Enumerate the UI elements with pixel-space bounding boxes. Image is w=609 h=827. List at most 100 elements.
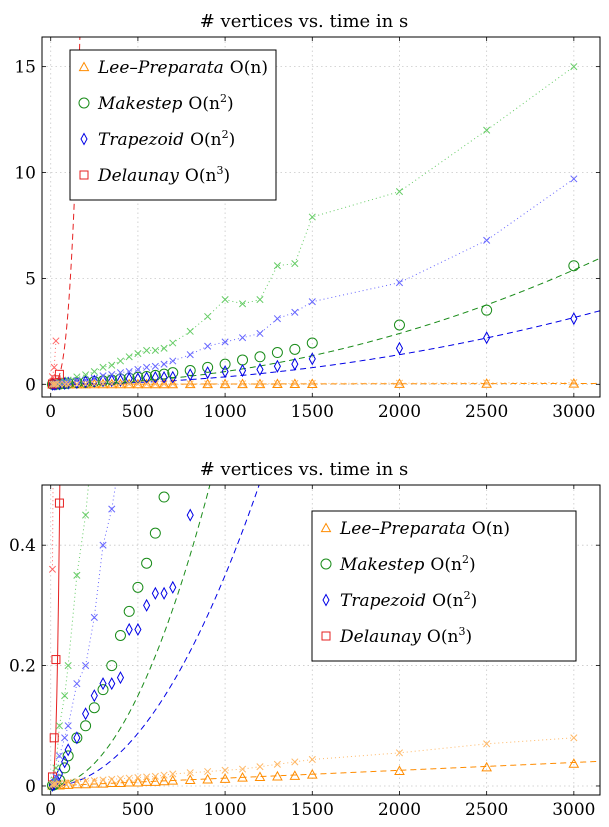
makestep-legend-label: Makestep O(n2) (339, 553, 476, 575)
lee-triangle-marker (123, 378, 135, 389)
cross-stroke (186, 380, 194, 388)
cross-stroke (99, 541, 107, 549)
trapezoid-diamond-marker (204, 366, 212, 380)
cross-stroke (570, 63, 578, 71)
cross-stroke (55, 722, 63, 730)
x-tick-label: 500 (122, 800, 154, 820)
lee-legend-label: Lee–Preparata O(n) (97, 58, 268, 78)
trapezoid-diamond-marker (395, 341, 404, 355)
cross-stroke (238, 765, 247, 773)
lee-cross-marker (64, 380, 72, 388)
cross-stroke (308, 213, 316, 221)
cross-stroke (134, 773, 142, 782)
cross-stroke (308, 755, 316, 764)
makestep-cross-marker (238, 300, 247, 308)
trapezoid-cross-marker (73, 680, 81, 688)
cross-stroke (143, 363, 151, 371)
lee-cross-marker (160, 771, 168, 779)
delaunay-cross-line (51, 485, 54, 570)
trapezoid-diamond-marker (64, 743, 72, 757)
trapezoid-cross-marker (61, 734, 69, 742)
makestep-circle-marker (237, 354, 249, 366)
x-tick-label: 500 (122, 402, 154, 422)
cross-stroke (125, 368, 133, 376)
top-chart-title: # vertices vs. time in s (200, 11, 409, 32)
lee-cross-marker (186, 769, 194, 777)
cross-stroke (82, 380, 90, 388)
y-tick-label: 5 (25, 269, 36, 289)
lee-triangle-marker (106, 378, 118, 389)
cross-stroke (395, 188, 404, 196)
x-tick-label: 1500 (291, 800, 334, 820)
lee-triangle-marker (158, 378, 170, 389)
lee-cross-marker (308, 379, 316, 387)
cross-stroke (116, 357, 125, 365)
lee-cross-marker (169, 380, 177, 388)
trapezoid-diamond-marker (186, 368, 194, 382)
makestep-circle-marker (97, 684, 109, 696)
x-tick-label: 1500 (291, 402, 334, 422)
x-tick-label: 2000 (378, 402, 421, 422)
cross-stroke (108, 775, 116, 783)
trapezoid-diamond-marker (256, 362, 264, 377)
x-tick-label: 3000 (552, 402, 595, 422)
lee-triangle-marker (237, 772, 248, 782)
cross-stroke (99, 372, 107, 380)
lee-cross-marker (52, 380, 60, 388)
lee-cross-marker (125, 380, 133, 388)
cross-stroke (108, 505, 116, 513)
trapezoid-diamond-marker (116, 671, 125, 685)
cross-stroke (395, 379, 404, 387)
cross-stroke (186, 327, 194, 335)
y-tick-label: 0 (25, 375, 36, 395)
cross-stroke (483, 126, 491, 134)
cross-stroke (169, 357, 177, 365)
cross-stroke (169, 339, 177, 347)
lee-triangle-marker (123, 776, 135, 787)
lee-cross-marker (55, 380, 63, 388)
makestep-cross-marker (221, 296, 229, 304)
cross-stroke (64, 722, 72, 730)
trapezoid-cross-marker (116, 369, 125, 377)
plot-frame (41, 484, 601, 796)
cross-stroke (73, 680, 81, 688)
makestep-cross-marker (308, 213, 316, 221)
trapezoid-cross-marker (186, 351, 194, 359)
x-tick-label: 0 (45, 402, 56, 422)
cross-stroke (483, 236, 491, 244)
trapezoid-cross-marker (160, 360, 168, 368)
makestep-cross-marker (134, 350, 142, 358)
cross-stroke (52, 337, 60, 345)
cross-stroke (82, 662, 90, 670)
trapezoid-diamond-marker (160, 586, 168, 600)
lee-cross-marker (143, 773, 151, 781)
lee-cross-marker (90, 380, 98, 388)
makestep-cross-marker (52, 764, 60, 772)
makestep-circle-marker (393, 319, 405, 331)
cross-stroke (273, 760, 281, 768)
makestep-circle-marker (158, 491, 170, 503)
cross-stroke (73, 778, 81, 786)
makestep-cross-marker (570, 63, 578, 71)
lee-cross-marker (395, 379, 404, 387)
makestep-cross-marker (256, 296, 264, 304)
makestep-legend-marker (320, 558, 332, 570)
trapezoid-cross-marker (108, 505, 116, 513)
lee-legend-marker (78, 61, 90, 72)
lee-triangle-marker (219, 378, 231, 389)
lee-triangle-marker (97, 778, 109, 788)
trapezoid-diamond-marker (151, 586, 159, 600)
makestep-cross-marker (82, 371, 90, 379)
cross-stroke (99, 380, 107, 388)
cross-stroke (221, 380, 229, 388)
trapezoid-diamond-marker (99, 374, 107, 388)
lee-cross-marker (73, 380, 81, 388)
trapezoid-cross-marker (99, 372, 107, 380)
trapezoid-cross-line (52, 178, 575, 385)
lee-cross-marker (273, 379, 281, 388)
cross-stroke (204, 380, 212, 388)
cross-stroke (256, 380, 264, 388)
lee-cross-marker (204, 767, 212, 776)
cross-stroke (160, 771, 168, 779)
makestep-circle-marker (568, 260, 580, 272)
